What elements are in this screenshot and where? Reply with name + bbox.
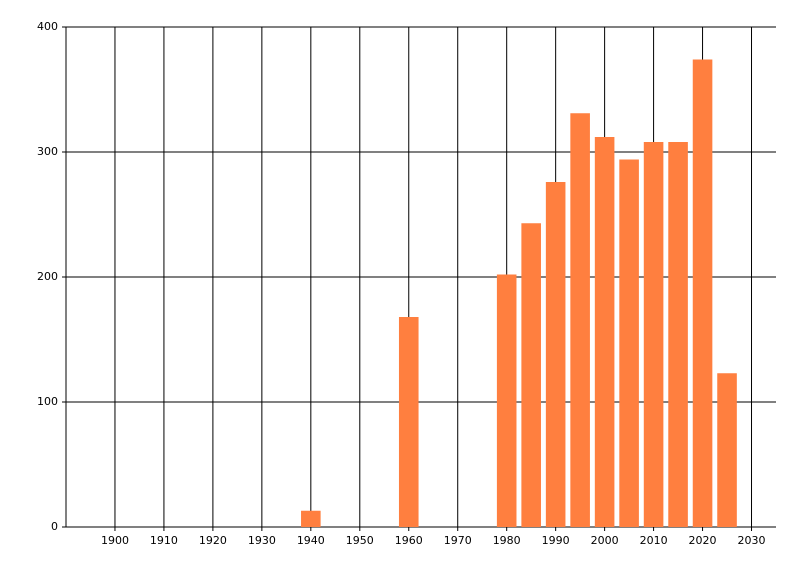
y-tick-label: 400 [37, 20, 58, 33]
bar [619, 159, 639, 527]
x-tick-label: 1930 [248, 534, 276, 547]
bar [496, 274, 517, 527]
x-tick-label: 1910 [150, 534, 178, 547]
y-tick-label: 200 [37, 270, 58, 283]
bar [521, 223, 541, 527]
bar [545, 182, 566, 527]
bar [717, 373, 737, 527]
bar [668, 142, 688, 527]
x-tick-label: 1940 [297, 534, 325, 547]
bar [692, 59, 713, 527]
y-tick-label: 300 [37, 145, 58, 158]
bar [570, 113, 590, 527]
x-tick-label: 2010 [640, 534, 668, 547]
bar [398, 317, 419, 527]
x-tick-label: 1900 [101, 534, 129, 547]
x-tick-label: 1980 [493, 534, 521, 547]
y-tick-label: 100 [37, 395, 58, 408]
bar [301, 510, 321, 527]
x-tick-label: 2000 [591, 534, 619, 547]
x-tick-label: 2030 [738, 534, 766, 547]
x-tick-label: 1920 [199, 534, 227, 547]
x-tick-label: 2020 [689, 534, 717, 547]
x-tick-label: 1960 [395, 534, 423, 547]
x-tick-label: 1970 [444, 534, 472, 547]
bar [594, 137, 615, 527]
y-tick-label: 0 [51, 520, 58, 533]
x-tick-label: 1950 [346, 534, 374, 547]
x-tick-label: 1990 [542, 534, 570, 547]
bar [643, 142, 664, 527]
